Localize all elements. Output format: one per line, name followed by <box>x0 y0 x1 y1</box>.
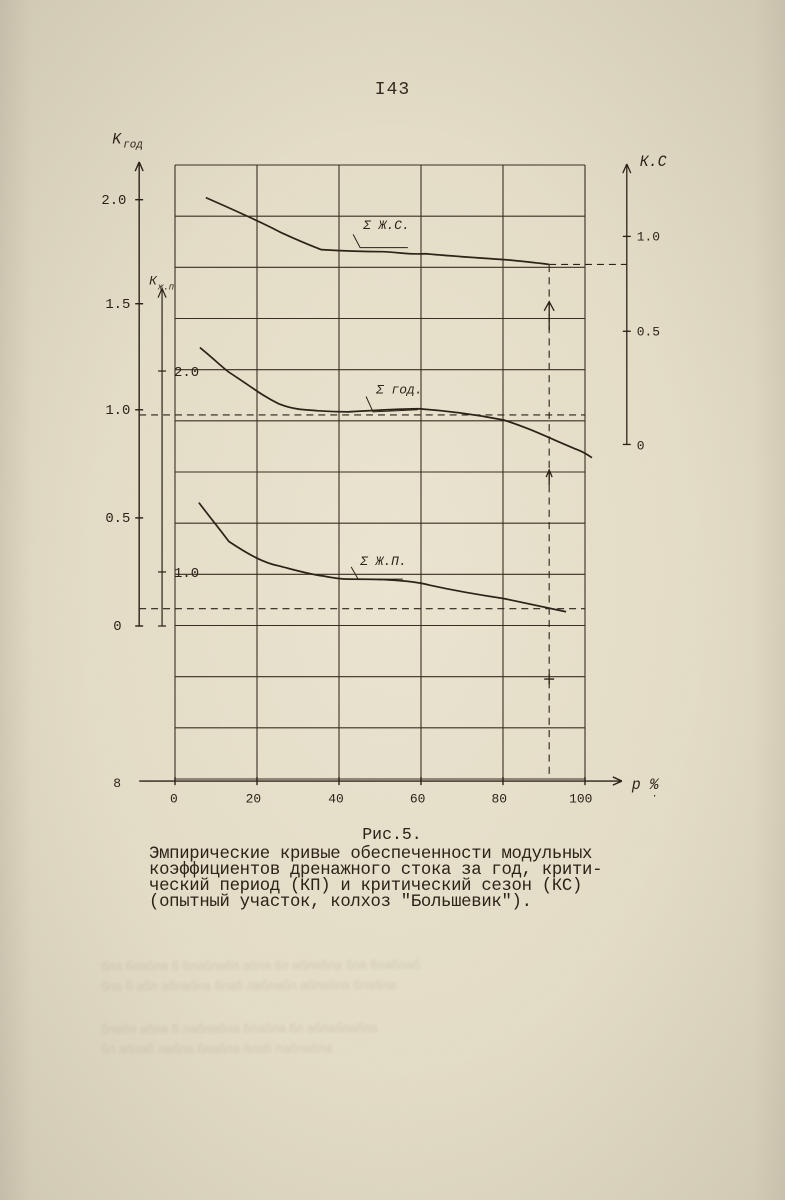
svg-text:(опытный участок, колхоз "Боль: (опытный участок, колхоз "Большевик"). <box>149 893 532 912</box>
svg-text:К: К <box>149 273 158 288</box>
svg-text:ж.п: ж.п <box>157 281 175 292</box>
svg-text:Σ Ж.П.: Σ Ж.П. <box>360 554 407 569</box>
svg-text:1.0: 1.0 <box>174 566 199 582</box>
svg-text:Σ Ж.С.: Σ Ж.С. <box>363 218 410 233</box>
svg-text:1.0: 1.0 <box>105 403 130 419</box>
svg-text:2.0: 2.0 <box>101 193 126 209</box>
svg-text:0: 0 <box>113 619 121 635</box>
svg-text:60: 60 <box>410 791 426 806</box>
svg-text:.: . <box>652 789 658 800</box>
svg-text:0.5: 0.5 <box>105 511 130 527</box>
svg-text:0: 0 <box>170 791 178 806</box>
svg-text:0: 0 <box>637 438 645 453</box>
svg-text:40: 40 <box>328 791 344 806</box>
svg-text:0.5: 0.5 <box>637 324 660 339</box>
svg-text:2.0: 2.0 <box>174 365 199 381</box>
svg-text:1.5: 1.5 <box>105 297 130 313</box>
svg-text:8: 8 <box>113 776 121 791</box>
svg-text:К.С: К.С <box>640 153 667 171</box>
svg-text:год: год <box>123 140 143 152</box>
svg-text:Σ год.: Σ год. <box>376 382 423 397</box>
svg-text:Рис.5.: Рис.5. <box>362 825 421 844</box>
svg-text:K: K <box>112 130 122 148</box>
svg-text:1.0: 1.0 <box>637 229 660 244</box>
svg-text:80: 80 <box>491 791 507 806</box>
svg-text:100: 100 <box>569 791 592 806</box>
svg-text:20: 20 <box>246 791 262 806</box>
